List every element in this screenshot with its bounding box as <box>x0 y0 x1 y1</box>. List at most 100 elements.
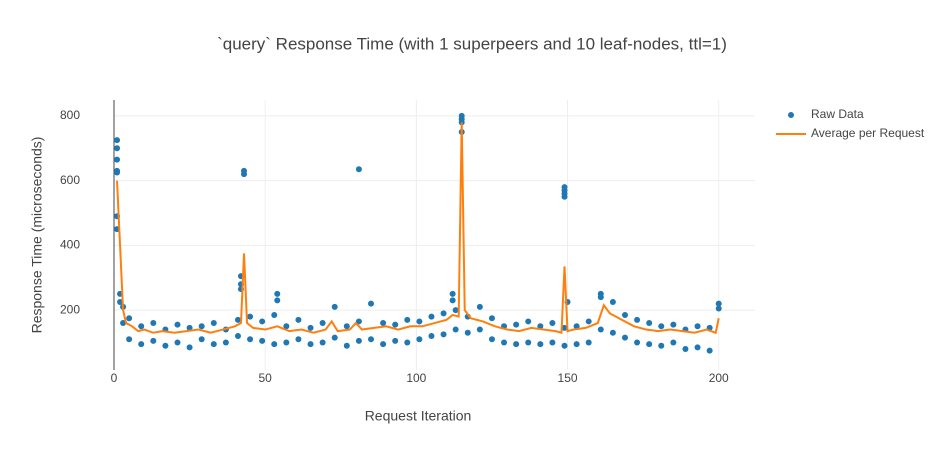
data-point <box>513 341 520 348</box>
data-point <box>416 336 423 343</box>
data-point <box>120 320 127 327</box>
data-point <box>355 337 362 344</box>
data-point <box>114 169 121 176</box>
data-point <box>274 290 281 297</box>
data-point <box>210 341 217 348</box>
data-point <box>452 326 459 333</box>
data-point <box>259 318 266 325</box>
data-point <box>222 339 229 346</box>
data-point <box>646 320 653 327</box>
data-point <box>609 299 616 306</box>
data-point <box>525 339 532 346</box>
data-point <box>234 316 241 323</box>
data-point <box>476 303 483 310</box>
data-point <box>319 320 326 327</box>
data-point <box>186 344 193 351</box>
data-point <box>449 297 456 304</box>
data-point <box>537 323 544 330</box>
legend-marker <box>788 112 794 118</box>
data-point <box>198 323 205 330</box>
data-point <box>449 290 456 297</box>
data-point <box>331 334 338 341</box>
data-point <box>392 337 399 344</box>
data-point <box>670 339 677 346</box>
data-point <box>549 339 556 346</box>
data-point <box>114 137 121 144</box>
data-point <box>452 307 459 314</box>
data-point <box>247 336 254 343</box>
y-tick-label: 200 <box>60 302 80 316</box>
x-axis-title: Request Iteration <box>365 408 472 424</box>
data-point <box>694 323 701 330</box>
data-point <box>715 305 722 312</box>
data-point <box>355 318 362 325</box>
x-tick-label: 200 <box>709 371 729 385</box>
data-point <box>114 145 121 152</box>
data-point <box>682 345 689 352</box>
data-point <box>117 299 124 306</box>
data-point <box>621 311 628 318</box>
data-point <box>416 318 423 325</box>
data-point <box>513 321 520 328</box>
data-point <box>198 336 205 343</box>
data-point <box>295 336 302 343</box>
legend-label: Raw Data <box>811 107 864 121</box>
data-point <box>440 331 447 338</box>
x-tick-label: 0 <box>111 371 118 385</box>
data-point <box>634 339 641 346</box>
data-point <box>404 316 411 323</box>
data-point <box>138 323 145 330</box>
data-point <box>392 321 399 328</box>
data-point <box>355 166 362 173</box>
data-point <box>715 300 722 307</box>
data-point <box>646 341 653 348</box>
y-tick-label: 400 <box>60 238 80 252</box>
data-point <box>488 336 495 343</box>
data-point <box>585 318 592 325</box>
data-point <box>174 339 181 346</box>
y-tick-label: 800 <box>60 108 80 122</box>
data-point <box>162 342 169 349</box>
data-point <box>307 324 314 331</box>
data-point <box>670 321 677 328</box>
data-point <box>428 313 435 320</box>
data-point <box>428 333 435 340</box>
data-point <box>126 315 133 322</box>
x-tick-label: 150 <box>558 371 578 385</box>
data-point <box>525 318 532 325</box>
data-point <box>274 297 281 304</box>
data-point <box>609 329 616 336</box>
data-point <box>283 323 290 330</box>
data-point <box>464 329 471 336</box>
y-tick-label: 600 <box>60 173 80 187</box>
data-point <box>404 339 411 346</box>
data-point <box>597 290 604 297</box>
data-point <box>380 341 387 348</box>
data-point <box>247 313 254 320</box>
average-line <box>116 122 720 335</box>
data-point <box>561 193 568 200</box>
data-point <box>126 336 133 343</box>
data-point <box>488 315 495 322</box>
data-point <box>319 339 326 346</box>
data-point <box>283 339 290 346</box>
data-point <box>271 341 278 348</box>
data-point <box>307 341 314 348</box>
data-point <box>573 323 580 330</box>
data-point <box>368 300 375 307</box>
data-point <box>241 171 248 178</box>
data-point <box>343 342 350 349</box>
data-point <box>634 316 641 323</box>
data-point <box>573 341 580 348</box>
data-point <box>658 342 665 349</box>
data-point <box>174 321 181 328</box>
data-point <box>597 326 604 333</box>
data-point <box>549 320 556 327</box>
data-point <box>658 323 665 330</box>
data-point <box>186 324 193 331</box>
data-point <box>138 341 145 348</box>
y-axis-title: Response Time (microseconds) <box>29 137 45 334</box>
data-point <box>501 339 508 346</box>
chart-title: `query` Response Time (with 1 superpeers… <box>217 34 727 53</box>
